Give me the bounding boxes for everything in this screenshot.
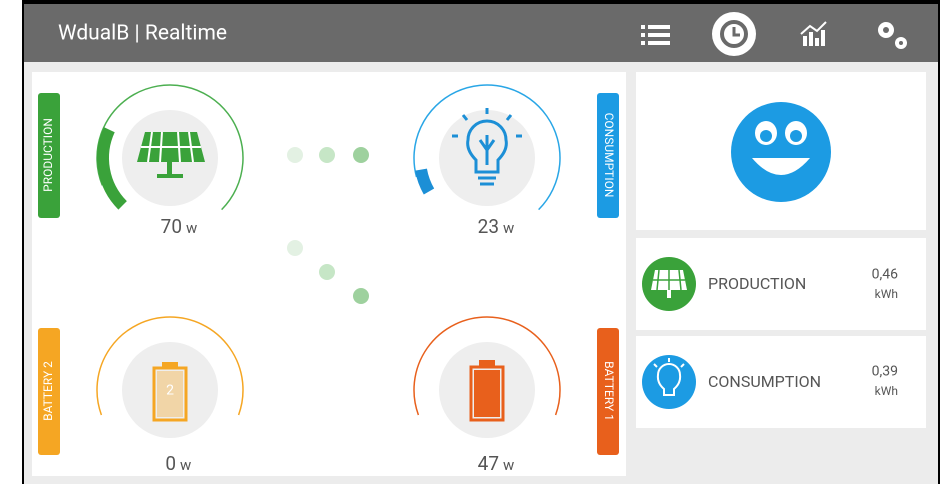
battery-2-tab-label: BATTERY 2	[41, 361, 55, 421]
battery-2-number: 2	[166, 383, 174, 399]
production-value: 70	[161, 215, 182, 238]
production-summary-label: PRODUCTION	[708, 274, 806, 293]
consumption-unit: w	[503, 219, 514, 237]
consumption-card-icon	[642, 355, 696, 409]
battery-2-value: 0	[165, 452, 176, 475]
screen: WdualB | Realtime	[0, 0, 941, 484]
consumption-summary-label: CONSUMPTION	[708, 372, 821, 391]
status-smiley	[731, 102, 831, 202]
production-summary-value: 0,46	[872, 267, 898, 283]
production-summary-unit: kWh	[875, 287, 898, 301]
production-card-icon	[642, 257, 696, 311]
consumption-summary-unit: kWh	[875, 384, 898, 398]
realtime-icon[interactable]	[712, 12, 756, 56]
consumption-summary-value: 0,39	[872, 364, 898, 380]
consumption-tab-label: CONSUMPTION	[602, 113, 616, 198]
battery-2-unit: w	[180, 456, 191, 474]
battery-1-tab-label: BATTERY 1	[602, 361, 616, 421]
production-unit: w	[186, 219, 197, 237]
production-tab-label: PRODUCTION	[41, 118, 55, 192]
battery-1-value: 47	[478, 452, 499, 475]
consumption-gauge-level	[421, 170, 429, 192]
battery-1-unit: w	[503, 456, 514, 474]
page: WdualB | Realtime	[0, 0, 941, 484]
consumption-value: 23	[478, 215, 499, 238]
header-title: WdualB | Realtime	[58, 22, 227, 46]
